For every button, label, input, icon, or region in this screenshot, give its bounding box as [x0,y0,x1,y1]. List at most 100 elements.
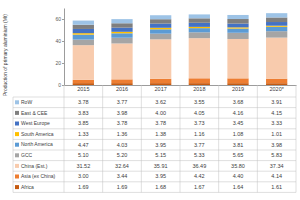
bar [111,83,132,85]
table-cell: 1.01 [271,131,282,137]
table-cell: 35.91 [154,163,168,169]
table-cell: 36.49 [192,163,206,169]
bar [73,45,94,80]
table-cell: 1.64 [233,184,244,190]
table-cell: 4.16 [233,110,244,116]
table-cell: 3.95 [155,142,166,148]
table-cell: 1.08 [233,131,244,137]
table-line [296,85,297,192]
table-cell: 3.33 [271,120,282,126]
table-line [13,118,296,119]
x-tick: 2020* [269,86,284,92]
table-line [13,150,296,151]
y-tick-label: 0 [58,82,61,88]
table-cell: 5.15 [155,152,166,158]
table-line [102,85,103,192]
table-cell: 5.65 [233,152,244,158]
table-cell: 3.98 [117,110,128,116]
bar [150,83,171,85]
table-cell: 31.52 [76,163,90,169]
y-tick-mark [62,85,64,86]
bar [111,33,132,37]
table-cell: 4.15 [271,110,282,116]
x-tick-label: 2018 [193,86,205,92]
bar [73,21,94,25]
y-tick-mark [62,63,64,64]
bar [189,27,210,28]
bar [111,28,132,32]
bar [266,22,287,26]
table-cell: 4.05 [194,110,205,116]
bar [111,32,132,33]
y-tick: 20 [55,60,64,66]
bar [227,78,248,83]
table-cell: 1.68 [155,184,166,190]
table-cell: 3.91 [271,99,282,105]
bar [189,18,210,22]
table-cell: 3.81 [233,142,244,148]
bar [266,38,287,79]
x-tick-label: 2017 [155,86,167,92]
legend-swatch [15,143,19,147]
table-line [64,85,65,192]
table-cell: 3.78 [78,99,89,105]
table-cell: 3.62 [155,99,166,105]
legend-label: South America [21,131,54,137]
bar [189,38,210,78]
y-tick-label: 40 [55,38,61,44]
bar [150,34,171,40]
table-cell: 1.69 [117,184,128,190]
bar [73,83,94,85]
table-cell: 1.38 [155,131,166,137]
legend-swatch [15,132,19,136]
table-line [13,181,296,182]
table-cell: 37.34 [270,163,284,169]
bar [227,15,248,19]
x-tick: 2015 [77,86,89,92]
table-cell: 32.64 [115,163,129,169]
table-cell: 3.78 [117,120,128,126]
table-cell: 3.45 [233,120,244,126]
table-cell: 3.85 [78,120,89,126]
bar [111,23,132,27]
x-tick: 2017 [155,86,167,92]
bar [227,29,248,33]
table-cell: 5.20 [117,152,128,158]
table-line [13,171,296,172]
bar [150,28,171,30]
bar [227,39,248,78]
table-cell: 4.00 [155,110,166,116]
bar [227,83,248,85]
bar [73,35,94,40]
y-tick-label: 60 [55,16,61,22]
table-cell: 1.69 [78,184,89,190]
table-line [13,97,296,98]
table-cell: 5.83 [271,152,282,158]
table-cell: 4.14 [271,173,282,179]
y-tick: 40 [55,38,64,44]
bar [266,13,287,17]
bar [73,80,94,83]
legend-swatch [15,164,19,168]
bar [189,23,210,27]
y-tick: 0 [58,82,64,88]
table-cell: 3.98 [271,142,282,148]
table-cell: 5.33 [194,152,205,158]
x-tick-label: 2019 [232,86,244,92]
legend-swatch [15,100,19,104]
y-tick-label: 20 [55,60,61,66]
legend-label: China (Est.) [21,163,48,169]
legend-label: West Europe [21,120,50,126]
table-cell: 4.03 [117,142,128,148]
x-tick: 2019 [232,86,244,92]
table-cell: 3.00 [78,173,89,179]
bar [150,39,171,79]
table-cell: 35.80 [231,163,245,169]
bar [150,15,171,19]
table-cell: 3.83 [78,110,89,116]
y-tick-mark [62,19,64,20]
table-line [180,85,181,192]
legend-swatch [15,175,19,179]
table-cell: 3.78 [155,120,166,126]
legend-swatch [15,122,19,126]
